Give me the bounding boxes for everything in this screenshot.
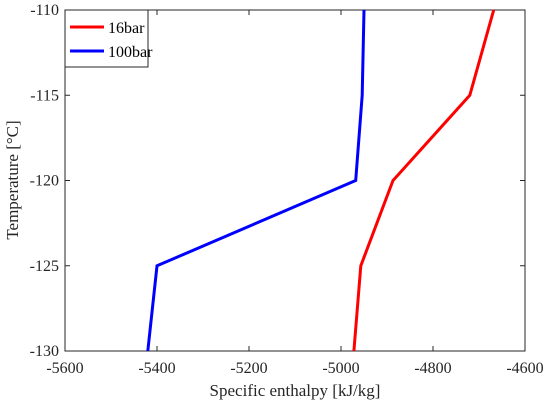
series-layer: [146, 9, 496, 352]
legend-box: [64, 9, 149, 68]
series-line-100bar: [146, 9, 366, 352]
x-tick-label: -4600: [506, 360, 543, 377]
y-tick-label: -120: [30, 173, 59, 190]
x-tick-label: -5600: [46, 360, 83, 377]
x-tick-label: -5400: [138, 360, 175, 377]
x-axis-ticks: -5600 -5400 -5200 -5000 -4800 -4600: [46, 10, 544, 377]
x-axis-label: Specific enthalpy [kJ/kg]: [210, 381, 381, 400]
y-axis-label: Temperature [°C]: [3, 120, 22, 239]
x-tick-label: -5000: [322, 360, 359, 377]
series-line-16bar: [352, 9, 496, 352]
y-tick-label: -110: [30, 2, 59, 19]
y-axis-ticks: -130 -125 -120 -115 -110: [30, 2, 525, 360]
x-tick-label: -4800: [414, 360, 451, 377]
legend: 16bar 100bar: [64, 9, 153, 68]
legend-label-16bar: 16bar: [108, 20, 145, 37]
x-tick-label: -5200: [230, 360, 267, 377]
y-tick-label: -115: [30, 87, 59, 104]
y-tick-label: -125: [30, 258, 59, 275]
y-tick-label: -130: [30, 343, 59, 360]
legend-label-100bar: 100bar: [108, 44, 153, 61]
